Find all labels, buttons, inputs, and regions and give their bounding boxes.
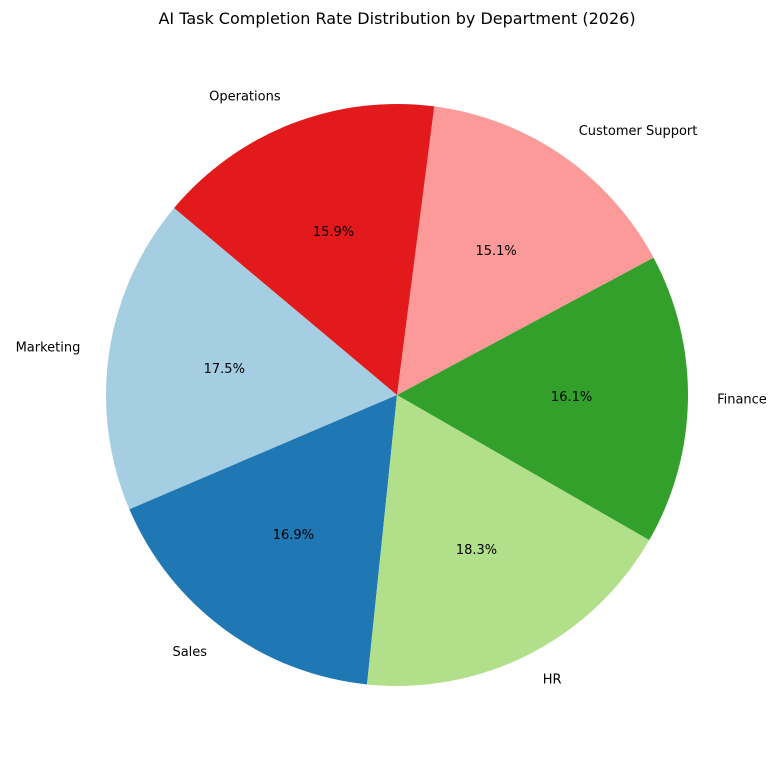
slice-percent-label: 16.9% [273,528,314,543]
slice-percent-label: 17.5% [204,362,245,377]
slice-percent-label: 15.1% [475,244,516,259]
slice-label: HR [543,672,562,687]
pie-slice-operations [174,104,435,396]
slice-label: Marketing [16,341,81,356]
slice-label: Operations [209,89,281,104]
pie-slice-sales [129,395,397,685]
slice-label: Customer Support [579,124,698,139]
pie-slice-customer-support [397,106,654,395]
slice-label: Finance [717,392,767,407]
pie-slice-finance [397,257,688,541]
slice-percent-label: 15.9% [313,225,354,240]
slice-percent-label: 18.3% [456,543,497,558]
pie-slice-marketing [106,207,397,510]
slice-label: Sales [172,645,207,660]
chart-title: AI Task Completion Rate Distribution by … [158,9,635,28]
slice-percent-label: 16.1% [551,390,592,405]
pie-slice-hr [367,395,650,686]
